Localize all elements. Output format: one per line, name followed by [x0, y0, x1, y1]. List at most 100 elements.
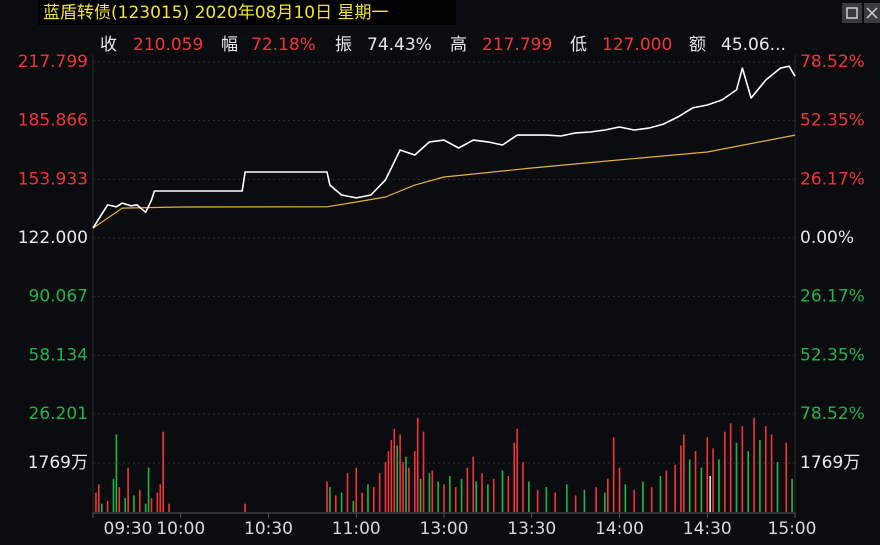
x-tick-label: 13:30 — [507, 519, 556, 539]
volume-bar — [422, 431, 425, 512]
y2-tick-label: 78.52% — [800, 404, 865, 424]
stat-label: 幅 — [221, 35, 238, 55]
volume-bar — [618, 467, 621, 512]
volume-bar — [791, 478, 793, 512]
x-tick-label: 14:30 — [683, 519, 732, 539]
volume-bar — [127, 467, 129, 512]
y-tick-label: 153.933 — [18, 169, 88, 189]
stat-label: 收 — [100, 35, 117, 55]
volume-bar — [346, 473, 349, 512]
volume-bar — [133, 495, 135, 512]
y-tick-label: 217.799 — [18, 52, 88, 72]
volume-bar — [747, 451, 749, 512]
volume-bar — [98, 484, 100, 512]
volume-bar — [144, 503, 147, 512]
volume-bar — [162, 431, 164, 512]
volume-bar — [413, 451, 416, 512]
volume-bar — [706, 437, 709, 512]
volume-bar — [428, 473, 431, 512]
volume-bar — [776, 462, 779, 512]
volume-bar — [124, 498, 126, 512]
volume-bar — [115, 434, 118, 512]
volume-bar — [156, 492, 159, 512]
x-tick-label: 10:00 — [156, 519, 205, 539]
y-tick-label: 58.134 — [29, 345, 88, 365]
volume-bar — [604, 492, 606, 512]
price-line — [92, 65, 796, 229]
volume-bar — [100, 503, 103, 512]
volume-bar — [595, 487, 597, 512]
volume-bar — [516, 428, 518, 512]
y2-tick-label: 26.17% — [800, 169, 865, 189]
stat-value: 217.799 — [482, 35, 552, 55]
restore-icon[interactable] — [846, 7, 858, 19]
restore-button[interactable] — [842, 3, 862, 23]
volume-bar — [566, 484, 568, 512]
volume-bar — [147, 467, 150, 512]
volume-bar — [431, 470, 434, 512]
volume-bar — [554, 492, 556, 512]
volume-bar — [688, 459, 691, 512]
stat-label: 额 — [689, 35, 706, 55]
volume-bar — [785, 442, 788, 512]
volume-bar — [396, 445, 398, 512]
volume-bar — [449, 475, 451, 512]
average-line — [92, 134, 796, 229]
volume-bar — [492, 478, 495, 512]
y2-tick-label: 52.35% — [800, 111, 865, 131]
volume-bar — [650, 487, 653, 512]
volume-bar — [753, 417, 755, 512]
close-icon[interactable] — [866, 7, 878, 19]
stat-value: 45.06... — [721, 35, 786, 55]
volume-bar — [528, 481, 530, 512]
volume-bar — [475, 481, 477, 512]
volume-tick-label: 1769万 — [28, 453, 88, 473]
x-tick-label: 14:00 — [595, 519, 644, 539]
volume-tick-label: 1769万 — [800, 453, 860, 473]
y-tick-label: 185.866 — [18, 111, 88, 131]
volume-bar — [522, 462, 524, 512]
volume-bar — [764, 426, 767, 512]
volume-bar — [574, 495, 577, 512]
volume-bar — [680, 445, 682, 512]
volume-bar — [729, 423, 732, 512]
x-tick-label: 09:30 — [104, 519, 153, 539]
volume-bar — [355, 467, 358, 512]
volume-bar — [106, 500, 109, 512]
volume-bar — [536, 489, 539, 512]
stat-value: 127.000 — [602, 35, 672, 55]
volume-bar — [159, 484, 162, 512]
y2-tick-label: 78.52% — [800, 52, 865, 72]
volume-bar — [694, 451, 697, 512]
volume-bar — [501, 470, 504, 512]
volume-bar — [118, 487, 121, 512]
x-tick-label: 11:00 — [332, 519, 381, 539]
volume-bar — [454, 487, 457, 512]
volume-bar — [683, 434, 685, 512]
y-tick-label: 122.000 — [18, 228, 88, 248]
volume-bar — [326, 481, 328, 512]
stat-value: 74.43% — [367, 35, 432, 55]
close-button[interactable] — [864, 3, 880, 23]
volume-bar — [724, 431, 726, 512]
stat-value: 72.18% — [251, 35, 316, 55]
volume-bar — [367, 484, 369, 512]
volume-bar — [487, 484, 489, 512]
volume-bar — [612, 437, 615, 512]
volume-bar — [507, 475, 510, 512]
volume-bar — [399, 434, 401, 512]
volume-bar — [419, 478, 422, 512]
volume-bar — [712, 448, 714, 512]
volume-bar — [334, 495, 337, 512]
stat-value: 210.059 — [133, 35, 203, 55]
volume-bar — [443, 484, 445, 512]
volume-bar — [373, 487, 375, 512]
volume-bar — [95, 492, 97, 512]
volume-bar — [674, 464, 676, 512]
y-tick-label: 90.067 — [29, 287, 88, 307]
button-bg[interactable] — [842, 3, 862, 23]
volume-bar — [665, 470, 668, 512]
x-tick-label: 15:00 — [768, 519, 817, 539]
